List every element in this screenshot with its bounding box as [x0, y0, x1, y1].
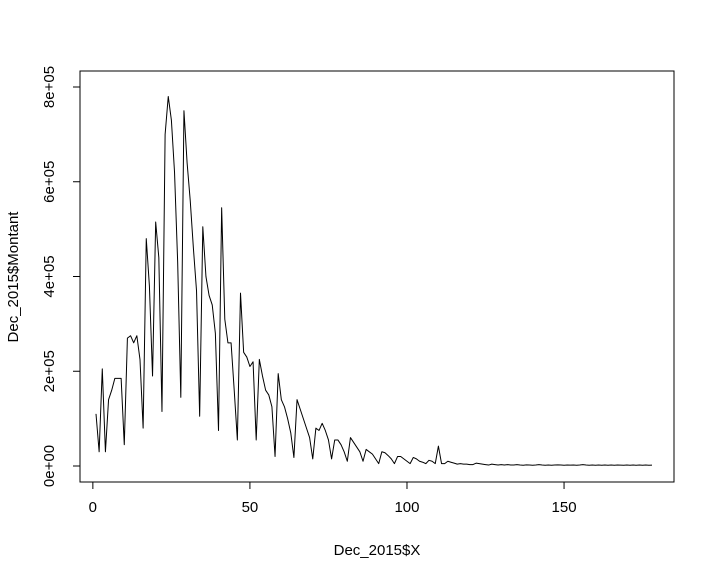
plot-frame	[79, 70, 675, 483]
y-tick-label: 8e+05	[41, 66, 58, 108]
y-axis: 0e+00 2e+05 4e+05 6e+05 8e+05	[41, 66, 81, 487]
series-line	[95, 95, 653, 466]
y-tick-label: 0e+00	[41, 445, 58, 487]
y-axis-label: Dec_2015$Montant	[5, 211, 22, 343]
y-tick-label: 4e+05	[41, 255, 58, 297]
x-tick-label: 150	[552, 499, 577, 516]
x-tick-label: 100	[394, 499, 419, 516]
x-axis: 0 50 100 150	[89, 481, 577, 516]
x-tick-label: 0	[89, 499, 97, 516]
y-tick-label: 2e+05	[41, 350, 58, 392]
x-axis-label: Dec_2015$X	[334, 542, 421, 559]
x-tick-label: 50	[242, 499, 259, 516]
y-tick-label: 6e+05	[41, 161, 58, 203]
